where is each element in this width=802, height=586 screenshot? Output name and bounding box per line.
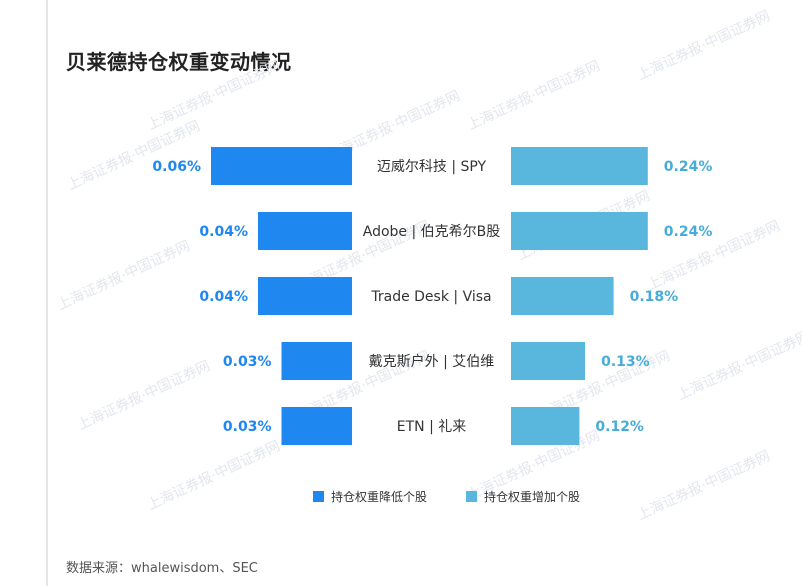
category-label: 戴克斯户外 | 艾伯维 xyxy=(369,353,495,370)
legend-swatch-increase xyxy=(466,491,477,502)
category-label: Adobe | 伯克希尔B股 xyxy=(363,224,501,240)
increase-bar xyxy=(511,147,648,185)
increase-bar xyxy=(511,342,586,380)
watermark-text: 上海证券报·中国证券网 xyxy=(65,118,203,194)
legend: 持仓权重降低个股 持仓权重增加个股 xyxy=(313,489,580,504)
increase-value-label: 0.24% xyxy=(664,159,713,175)
increase-bar xyxy=(511,407,580,445)
watermark-text: 上海证券报·中国证券网 xyxy=(55,238,193,314)
watermark-text: 上海证券报·中国证券网 xyxy=(75,358,213,434)
watermark-text: 上海证券报·中国证券网 xyxy=(675,328,802,404)
watermark-text: 上海证券报·中国证券网 xyxy=(145,58,283,134)
category-label: ETN | 礼来 xyxy=(397,419,467,435)
legend-label-decrease: 持仓权重降低个股 xyxy=(331,489,427,504)
increase-value-label: 0.18% xyxy=(630,289,679,305)
decrease-value-label: 0.06% xyxy=(152,159,201,175)
decrease-value-label: 0.03% xyxy=(223,354,272,370)
legend-label-increase: 持仓权重增加个股 xyxy=(484,489,580,504)
decrease-bar xyxy=(281,407,352,445)
category-label: Trade Desk | Visa xyxy=(370,289,491,305)
increase-value-label: 0.24% xyxy=(664,224,713,240)
increase-bar xyxy=(511,277,614,315)
watermark-text: 上海证券报·中国证券网 xyxy=(145,438,283,514)
increase-value-label: 0.12% xyxy=(595,419,644,435)
data-source-note: 数据来源：whalewisdom、SEC xyxy=(66,561,258,576)
increase-value-label: 0.13% xyxy=(601,354,650,370)
watermark-text: 上海证券报·中国证券网 xyxy=(635,448,773,524)
watermark-text: 上海证券报·中国证券网 xyxy=(465,58,603,134)
decrease-bar xyxy=(258,277,352,315)
decrease-value-label: 0.03% xyxy=(223,419,272,435)
chart-title: 贝莱德持仓权重变动情况 xyxy=(66,50,292,74)
category-label: 迈威尔科技 | SPY xyxy=(377,159,487,175)
decrease-bar xyxy=(211,147,352,185)
decrease-value-label: 0.04% xyxy=(199,224,248,240)
watermark-text: 上海证券报·中国证券网 xyxy=(635,8,773,84)
legend-swatch-decrease xyxy=(313,491,324,502)
decrease-value-label: 0.04% xyxy=(199,289,248,305)
decrease-bar xyxy=(281,342,352,380)
left-divider xyxy=(46,0,48,586)
decrease-bar xyxy=(258,212,352,250)
increase-bar xyxy=(511,212,648,250)
bars-layer: 0.06% 0.24% 迈威尔科技 | SPY 0.04% 0.24% Adobe | 伯… xyxy=(152,147,712,445)
